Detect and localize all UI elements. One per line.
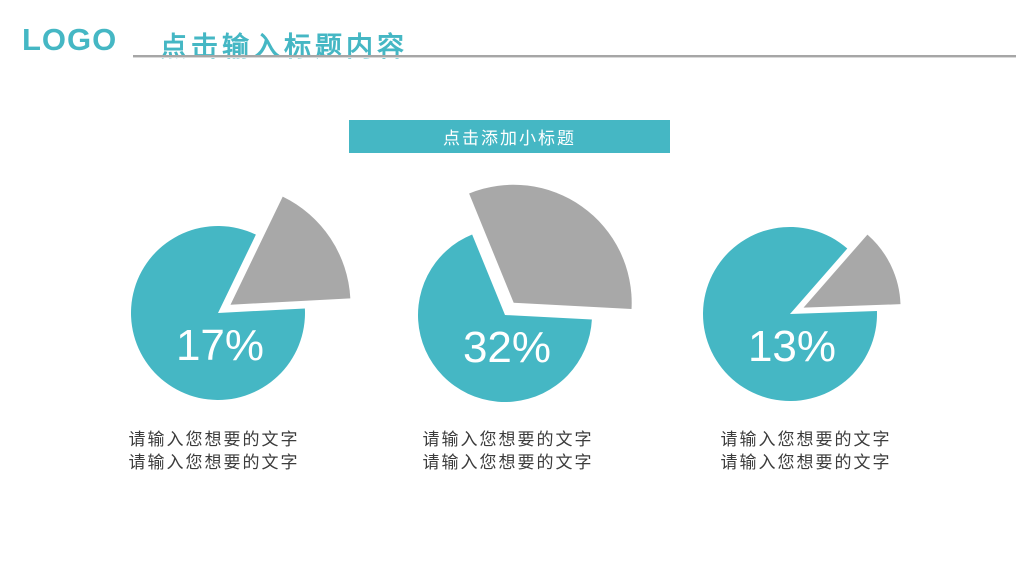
caption-block-1[interactable]: 请输入您想要的文字 请输入您想要的文字 [94, 428, 334, 474]
pie-percent-label[interactable]: 32% [463, 323, 551, 372]
pie-slice-main[interactable] [703, 226, 878, 401]
subtitle-banner-label: 点击添加小标题 [443, 129, 576, 148]
header-underline [133, 55, 1016, 58]
caption-line: 请输入您想要的文字 [720, 453, 892, 472]
caption-line: 请输入您想要的文字 [422, 453, 594, 472]
caption-line: 请输入您想要的文字 [720, 430, 892, 449]
logo-text: LOGO [22, 22, 118, 57]
pie-slice-main[interactable] [417, 234, 592, 403]
pie-slice-exploded[interactable] [469, 184, 632, 309]
pie-slice-main[interactable] [130, 225, 305, 400]
pie-percent-label[interactable]: 13% [748, 322, 836, 371]
pie-group-2: 32% [417, 184, 632, 403]
pie-percent-label[interactable]: 17% [176, 321, 264, 370]
subtitle-banner[interactable]: 点击添加小标题 [349, 120, 670, 153]
pie-group-1: 17% [130, 196, 351, 400]
pie-slice-exploded[interactable] [803, 234, 901, 308]
pie-slice-exploded[interactable] [230, 196, 351, 305]
caption-block-2[interactable]: 请输入您想要的文字 请输入您想要的文字 [388, 428, 628, 474]
caption-block-3[interactable]: 请输入您想要的文字 请输入您想要的文字 [686, 428, 926, 474]
pie-group-3: 13% [703, 226, 901, 401]
caption-line: 请输入您想要的文字 [422, 430, 594, 449]
caption-line: 请输入您想要的文字 [128, 453, 300, 472]
caption-line: 请输入您想要的文字 [128, 430, 300, 449]
